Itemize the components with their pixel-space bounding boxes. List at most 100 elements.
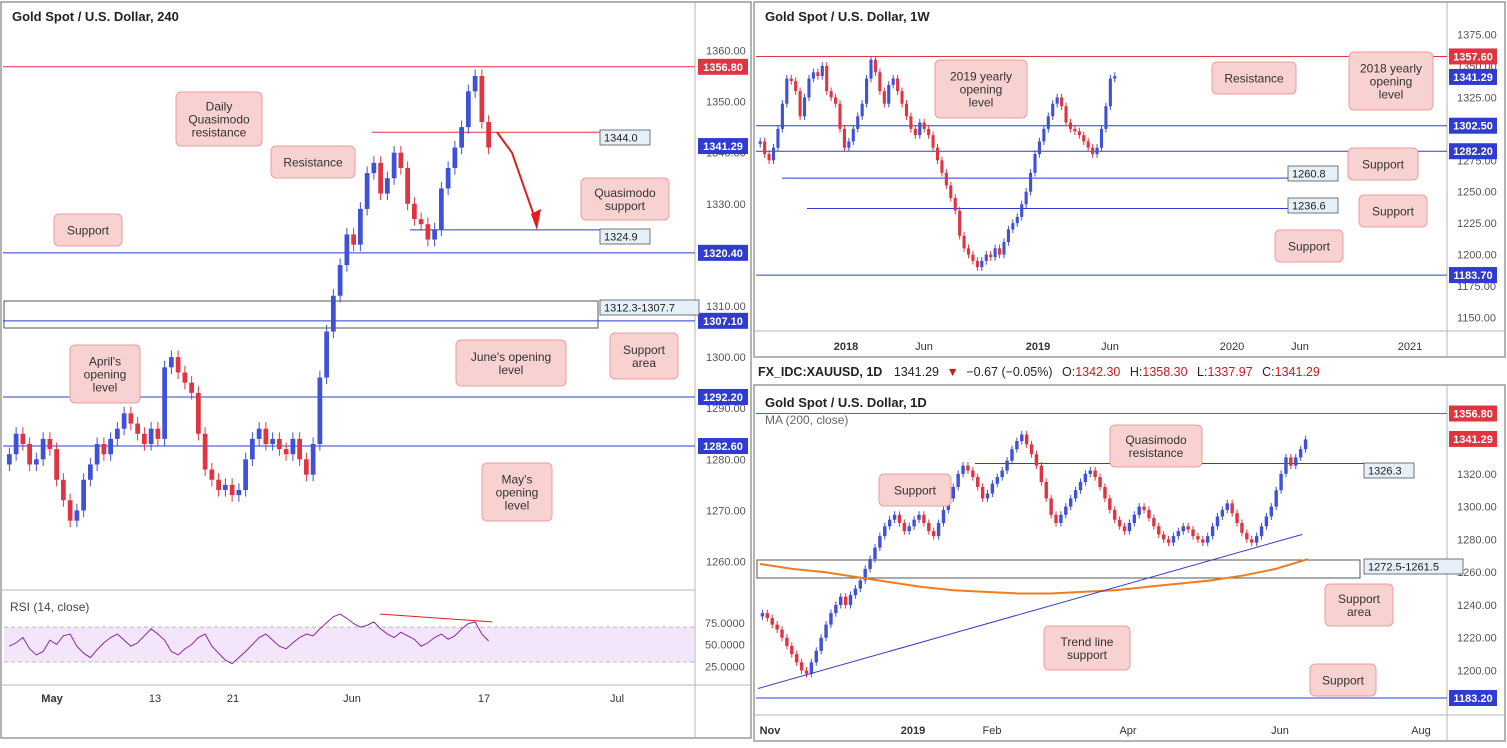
daily-header-change: −0.67 (−0.05%): [966, 365, 1052, 379]
candle-body: [331, 295, 336, 332]
annotation-label-line: Support: [67, 224, 110, 238]
candle-body: [1042, 128, 1046, 142]
candle-body: [324, 331, 329, 378]
candle-body: [878, 536, 882, 548]
annotation-callout: [1347, 147, 1419, 181]
y-tick-label: 1350.00: [706, 97, 746, 109]
candle-body: [1088, 470, 1092, 474]
candle-body: [1073, 128, 1077, 132]
candle-body: [1191, 529, 1195, 537]
candle-body: [802, 97, 807, 117]
candle-body: [1099, 128, 1104, 148]
candle-body: [74, 510, 80, 521]
candle-body: [839, 596, 843, 605]
price-tag-label: 1341.29: [1453, 72, 1493, 84]
candle-body: [956, 473, 960, 487]
y-tick-label: 1250.00: [1457, 187, 1497, 199]
chart-daily: 1200.00 1220.00 1240.00 1260.00 1280.00 1300.…: [756, 405, 1497, 737]
x-tick-label: Jun: [1101, 341, 1119, 353]
candle-body: [61, 479, 66, 501]
candle-body: [873, 59, 878, 73]
candle-body: [809, 662, 814, 674]
candle-body: [418, 219, 424, 225]
candle-body: [953, 198, 957, 211]
annotation-label-line: opening: [84, 368, 127, 382]
candle-body: [931, 531, 936, 537]
candle-body: [927, 128, 931, 136]
candle-body: [1215, 516, 1220, 527]
candle-body: [966, 248, 971, 255]
candle-body: [1186, 526, 1190, 530]
candle-body: [775, 624, 779, 630]
candle-body: [865, 78, 869, 104]
x-tick-label: Jun: [915, 341, 933, 353]
candle-body: [1068, 498, 1073, 507]
candle-body: [101, 444, 107, 455]
candle-body: [990, 483, 995, 494]
candle-body: [765, 613, 770, 619]
candle-body: [1147, 509, 1151, 519]
price-tag: [1449, 267, 1497, 284]
candle-body: [838, 103, 842, 129]
candle-body: [1015, 216, 1019, 224]
candle-body: [1044, 482, 1048, 499]
annotation-callout: [1309, 663, 1377, 697]
annotation-label-line: Support: [1362, 158, 1405, 172]
candle-body: [771, 147, 776, 161]
candle-body: [310, 444, 316, 475]
candle-body: [985, 493, 990, 499]
candle-body: [1029, 444, 1034, 455]
rsi-band: [4, 627, 694, 662]
annotation-label: Support: [1372, 205, 1415, 219]
annotation-label-line: opening: [496, 486, 539, 500]
daily-header-symbol: FX_IDC:XAUUSD, 1D: [758, 365, 882, 379]
x-tick-label: 2020: [1220, 341, 1244, 353]
candle-body: [270, 438, 275, 444]
rsi-line: [9, 613, 489, 665]
annotation-callout: [580, 177, 670, 221]
candle-body: [804, 670, 809, 674]
annotation-callout: [934, 59, 1028, 119]
candle-body: [196, 392, 201, 434]
annotation-callout: [69, 344, 141, 404]
annotation-callout: [1211, 61, 1297, 95]
candle-body: [858, 580, 863, 589]
candle-body: [819, 637, 823, 651]
candle-body: [81, 479, 86, 511]
ma200-line: [759, 558, 1309, 595]
candle-body: [1103, 486, 1107, 499]
candle-body: [20, 433, 26, 444]
candle-body: [162, 367, 167, 439]
candle-body: [169, 357, 174, 368]
candle-body: [445, 168, 451, 189]
candle-body: [1059, 514, 1063, 523]
candle-body: [1039, 465, 1044, 483]
support-area-zone: [3, 300, 599, 329]
level-value-box: [1363, 558, 1464, 575]
price-tag: [1449, 405, 1497, 422]
rsi-divergence-line: [379, 613, 493, 623]
daily-header-l-label: L:: [1197, 365, 1207, 379]
candle-body: [917, 514, 921, 520]
candle-body: [887, 84, 891, 104]
candle-body: [1289, 457, 1293, 466]
annotation-callout: [878, 473, 952, 507]
candle-body: [142, 433, 147, 444]
candle-body: [907, 526, 911, 532]
annotation-label-line: April's: [89, 355, 121, 369]
candle-body: [459, 127, 464, 148]
candle-body: [976, 477, 980, 487]
annotation-label: 2019 yearly opening level: [950, 70, 1012, 110]
y-tick-label: 1330.00: [706, 199, 746, 211]
annotation-label-line: 2019 yearly: [950, 70, 1012, 84]
support-area-zone: [756, 559, 1361, 579]
daily-header-open: 1342.30: [1075, 365, 1120, 379]
price-tag-label: 1183.20: [1453, 693, 1492, 705]
annotation-label: Support: [1322, 674, 1365, 688]
candle-body: [412, 203, 417, 220]
candle-body: [1005, 460, 1009, 471]
candle-body: [816, 72, 820, 77]
x-tick-label: 2019: [901, 725, 925, 737]
candle-body: [108, 438, 113, 455]
candle-body: [913, 128, 917, 136]
